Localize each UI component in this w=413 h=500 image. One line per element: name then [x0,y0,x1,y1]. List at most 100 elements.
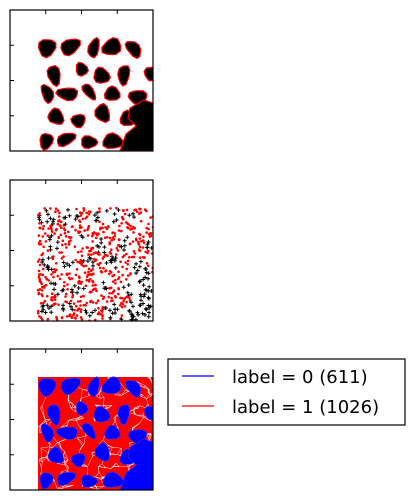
outside-point [111,231,114,235]
outside-point [76,250,80,254]
mesh-edge [99,391,105,398]
outside-point [108,241,111,244]
inside-point [141,283,146,288]
outside-point [111,299,114,303]
blob [81,83,97,101]
outside-point [64,242,67,246]
mesh-edge [99,397,105,399]
blob [119,99,153,151]
outside-point [91,268,95,271]
mesh-edge [71,404,74,409]
inside-point [113,307,118,312]
mesh-edge [95,404,100,406]
inside-point [49,310,54,315]
outside-point [62,255,65,258]
outside-point [97,232,100,235]
outside-point [116,249,120,252]
outside-point [64,235,68,238]
mesh-edge [49,446,53,449]
outside-point [40,293,43,296]
mesh-edge [66,419,70,426]
outside-point [91,280,95,284]
outside-point [142,235,145,239]
outside-point [47,227,50,230]
outside-point [131,227,134,230]
outside-point [107,272,111,276]
outside-point [56,274,60,278]
outside-point [75,207,78,211]
inside-point [69,287,74,292]
outside-point [60,226,63,229]
mesh-edge [142,415,144,418]
mesh-edge [38,424,41,427]
outside-point [107,295,110,299]
inside-point [45,303,50,308]
mesh-edge [38,459,42,469]
label-0-blob [101,376,122,394]
outside-point [38,280,42,283]
outside-point [70,316,74,320]
mesh-edge [95,476,102,479]
mesh-edge [77,436,86,439]
mesh-edge [60,485,66,490]
mesh-edge [117,454,121,456]
outside-point [51,257,55,261]
outside-point [68,272,71,275]
mesh-edge [142,394,147,399]
inside-point [138,303,143,308]
inside-point [40,304,45,309]
mesh-edge [138,405,140,409]
outside-point [37,292,40,296]
outside-point [123,254,126,257]
mesh-edge [81,416,84,419]
outside-point [101,222,105,226]
outside-point [81,247,84,250]
outside-point [79,304,82,307]
inside-point [47,237,52,242]
mesh-edge [38,426,41,434]
outside-point [46,294,49,298]
inside-point [144,245,149,250]
inside-point [145,242,150,247]
outside-point [130,255,134,259]
inside-point [46,212,50,217]
inside-point [113,256,118,261]
inside-point [108,258,113,263]
inside-point [67,263,72,268]
outside-point [149,232,152,235]
outside-point [113,294,117,298]
outside-point [125,252,128,256]
outside-point [131,240,135,243]
outside-point [105,236,109,239]
inside-point [135,310,140,315]
outside-point [39,302,43,305]
mesh-edge [139,417,144,424]
mesh-edge [95,472,100,478]
mesh-edge [47,456,49,461]
outside-point [43,207,46,210]
outside-point [101,226,104,230]
inside-point [45,264,50,268]
mesh-edge [41,456,47,458]
inside-point [90,260,95,265]
sampled-points [36,206,153,321]
outside-point [38,239,42,243]
outside-point [55,227,58,231]
outside-point [47,279,51,282]
outside-point [95,301,98,305]
outside-point [38,288,42,291]
outside-point [41,285,44,289]
mesh-edge [69,418,75,421]
inside-point [136,312,141,317]
outside-point [144,250,147,254]
blob [60,38,81,57]
mesh-edge [103,404,109,409]
outside-point [117,229,121,232]
mesh-edge [60,486,68,490]
outside-point [54,302,57,306]
outside-point [55,315,58,319]
inside-point [112,258,117,263]
inside-point [55,246,59,251]
inside-point [137,264,142,269]
inside-point [61,260,66,265]
